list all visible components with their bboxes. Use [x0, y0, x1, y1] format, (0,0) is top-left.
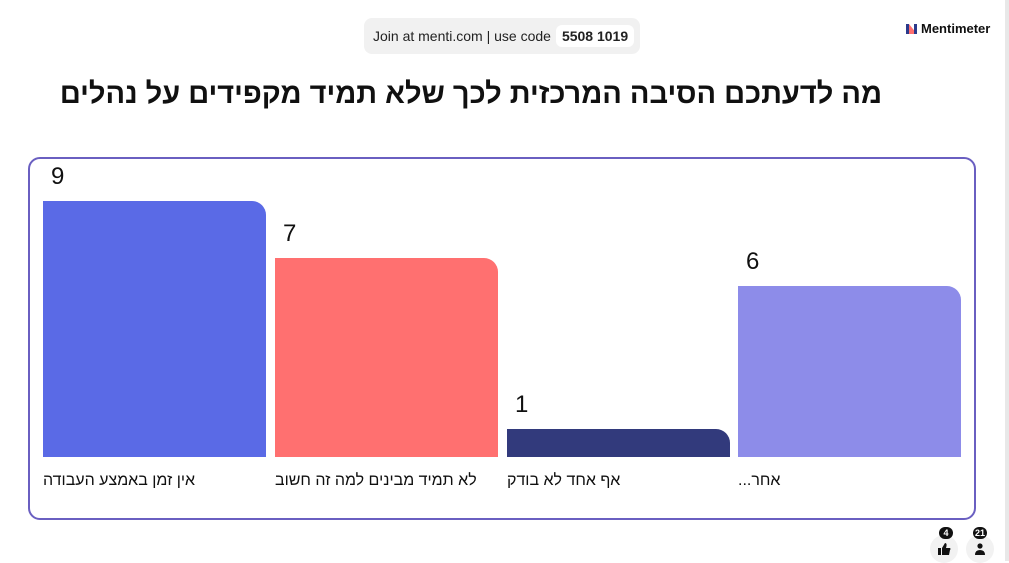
category-label: אין זמן באמצע העבודה: [43, 472, 196, 489]
participants-button[interactable]: [966, 535, 994, 563]
participants-count: 21: [973, 527, 987, 539]
likes-count: 4: [939, 527, 953, 539]
bar-4: [738, 286, 961, 457]
person-icon: [975, 543, 985, 555]
mentimeter-logo: Mentimeter: [906, 21, 990, 36]
thumbs-up-icon: [937, 543, 950, 555]
bar-2: [275, 257, 498, 457]
join-instructions: Join at menti.com | use code 5508 1019: [364, 18, 640, 54]
mentimeter-logo-icon: [906, 23, 917, 34]
results-chart: [28, 157, 976, 520]
question-title: מה לדעתכם הסיבה המרכזית לכך שלא תמיד מקפ…: [59, 78, 882, 110]
bar-value-label: 7: [283, 219, 297, 247]
bar-1: [43, 201, 266, 457]
bar-value-label: 9: [51, 163, 65, 190]
category-label: לא תמיד מבינים למה זה חשוב: [275, 472, 477, 489]
category-label: אף אחד לא בודק: [507, 472, 621, 489]
bar-3: [507, 428, 730, 457]
logo-text: Mentimeter: [921, 21, 991, 36]
like-button[interactable]: [930, 535, 958, 563]
join-code: 5508 1019: [555, 25, 635, 47]
bar-value-label: 6: [746, 248, 760, 276]
bar-value-label: 1: [515, 390, 529, 418]
category-label: אחר...: [738, 472, 781, 489]
right-edge: [1005, 0, 1009, 561]
join-text: Join at menti.com | use code: [373, 28, 551, 44]
